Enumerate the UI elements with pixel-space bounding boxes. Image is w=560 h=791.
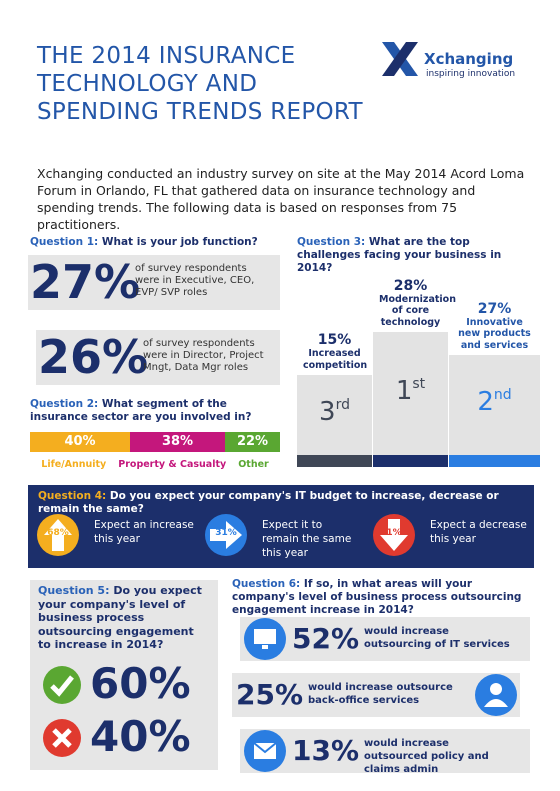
trend-text: Expect a decrease this year bbox=[430, 519, 527, 545]
rank-suffix: st bbox=[412, 375, 426, 392]
question: Question 4: Do you expect your company's… bbox=[38, 490, 528, 516]
rank: 2nd bbox=[449, 387, 540, 417]
trend-value: 1% bbox=[386, 528, 402, 538]
segment-label: 40% bbox=[64, 434, 96, 449]
yes-icon bbox=[43, 666, 81, 704]
trend-text: Expect it to remain the same this year bbox=[262, 519, 352, 559]
stat-text: of survey respondents were in Executive,… bbox=[135, 263, 255, 298]
question: Question 5: Do you expect your company's… bbox=[38, 584, 210, 652]
question-text: Do you expect your company's IT budget t… bbox=[38, 490, 499, 515]
rank-number: 3 bbox=[319, 397, 336, 427]
question-text: Do you expect your company's level of bu… bbox=[38, 584, 202, 651]
trend-value: 31% bbox=[215, 528, 237, 538]
legend-entry: Other bbox=[238, 459, 269, 470]
title-line: SPENDING TRENDS REPORT bbox=[37, 99, 363, 125]
rank-number: 2 bbox=[477, 387, 494, 417]
q6-icon bbox=[475, 674, 517, 716]
q6-icon bbox=[244, 618, 286, 660]
stat-value: 27% bbox=[30, 255, 141, 309]
podium-label: 27% Innovative new products and services bbox=[449, 301, 540, 352]
question: Question 3: What are the top challenges … bbox=[297, 236, 527, 275]
q6-box bbox=[240, 617, 530, 661]
rank: 1st bbox=[373, 376, 448, 406]
question: Question 6: If so, in what areas will yo… bbox=[232, 578, 532, 617]
q6-box bbox=[240, 729, 530, 773]
q6-text: would increase outsourced policy and cla… bbox=[364, 738, 489, 775]
question-label: Question 1: bbox=[30, 236, 99, 248]
rank: 3rd bbox=[297, 397, 372, 427]
intro: Xchanging conducted an industry survey o… bbox=[37, 166, 525, 232]
q6-value: 52% bbox=[292, 622, 360, 655]
trend-icon bbox=[373, 514, 415, 556]
question-text: What is your job function? bbox=[101, 236, 258, 248]
no-icon bbox=[43, 719, 81, 757]
podium-block bbox=[373, 332, 448, 455]
question-label: Question 2: bbox=[30, 398, 99, 410]
stat-box bbox=[28, 255, 280, 310]
segment-legend: Life/Annuity Property & Casualty Other bbox=[30, 459, 280, 470]
rank-number: 1 bbox=[395, 375, 413, 406]
segment: 40% bbox=[30, 432, 130, 452]
no-value: 40% bbox=[90, 712, 191, 761]
podium-base bbox=[449, 455, 540, 467]
title-line: THE 2014 INSURANCE bbox=[37, 43, 296, 69]
stat-value: 26% bbox=[38, 330, 149, 384]
trend-icon bbox=[37, 514, 79, 556]
logo-tagline: inspiring innovation bbox=[426, 69, 516, 79]
podium-base bbox=[297, 455, 372, 467]
q6-icon bbox=[244, 730, 286, 772]
q6-text: would increase outsource back-office ser… bbox=[308, 682, 453, 706]
logo-mark bbox=[382, 42, 418, 76]
legend-entry: Property & Casualty bbox=[118, 459, 227, 470]
rank-suffix: nd bbox=[493, 387, 512, 403]
podium-text: Modernization of core technology bbox=[379, 293, 456, 328]
podium-text: Increased competition bbox=[303, 348, 368, 371]
podium-value: 27% bbox=[477, 300, 512, 317]
q6-value: 13% bbox=[292, 734, 360, 767]
question-band bbox=[28, 485, 534, 568]
question-label: Question 4: bbox=[38, 490, 107, 502]
podium-value: 28% bbox=[393, 277, 428, 294]
question-text: What are the top challenges facing your … bbox=[297, 236, 502, 274]
trend-value: 68% bbox=[47, 528, 69, 538]
podium-value: 15% bbox=[317, 332, 352, 348]
podium-text: Innovative new products and services bbox=[458, 316, 531, 351]
q6-box bbox=[232, 673, 520, 717]
title-line: TECHNOLOGY AND bbox=[37, 71, 258, 97]
logo-name: Xchanging bbox=[424, 50, 514, 68]
q6-text: would increase outsourcing of IT service… bbox=[364, 626, 510, 650]
question: Question 2: What segment of the insuranc… bbox=[30, 398, 270, 424]
question: Question 1: What is your job function? bbox=[30, 236, 280, 249]
trend-text: Expect an increase this year bbox=[94, 519, 194, 545]
trend-icon bbox=[205, 514, 247, 556]
stat-box bbox=[36, 330, 280, 385]
podium-label: 15% Increased competition bbox=[297, 332, 372, 371]
podium-block bbox=[449, 355, 540, 455]
title: THE 2014 INSURANCE TECHNOLOGY AND SPENDI… bbox=[37, 42, 363, 126]
question-label: Question 3: bbox=[297, 236, 366, 248]
segment-label: 38% bbox=[161, 434, 194, 449]
q6-value: 25% bbox=[236, 678, 304, 711]
question-text: If so, in what areas will your company's… bbox=[232, 578, 522, 616]
segment-bar: 40% 38% 22% bbox=[30, 432, 280, 452]
segment-label: 22% bbox=[236, 434, 269, 449]
header: THE 2014 INSURANCE TECHNOLOGY AND SPENDI… bbox=[0, 0, 560, 150]
podium-label: 28% Modernization of core technology bbox=[373, 277, 456, 329]
segment: 22% bbox=[225, 432, 280, 452]
question-text: What segment of the insurance sector are… bbox=[30, 398, 252, 423]
legend-entry: Life/Annuity bbox=[41, 459, 107, 470]
stat-text: of survey respondents were in Director, … bbox=[143, 338, 264, 373]
podium-base bbox=[373, 455, 448, 467]
question-label: Question 5: bbox=[38, 584, 110, 597]
podium-block bbox=[297, 375, 372, 455]
segment: 38% bbox=[130, 432, 225, 452]
rank-suffix: rd bbox=[335, 397, 350, 413]
yes-value: 60% bbox=[90, 659, 191, 708]
question-label: Question 6: bbox=[232, 578, 301, 590]
